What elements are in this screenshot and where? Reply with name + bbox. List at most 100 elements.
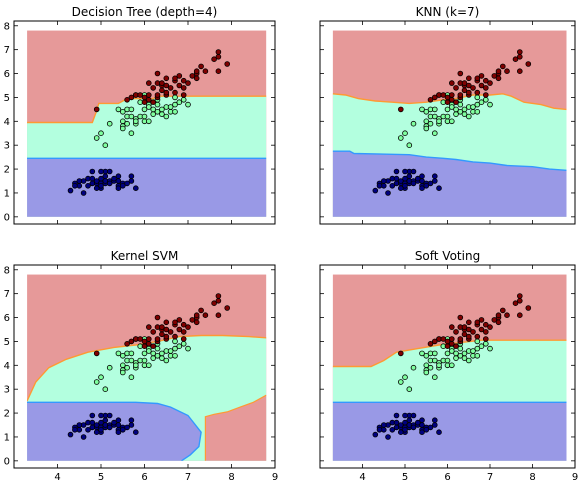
- data-point: [98, 130, 104, 137]
- region-class0: [27, 402, 202, 461]
- data-point: [448, 118, 455, 125]
- data-point: [176, 317, 183, 323]
- data-point: [185, 101, 191, 108]
- data-point: [380, 422, 387, 428]
- data-point: [478, 99, 485, 105]
- boundary-line: [27, 401, 202, 461]
- data-point: [444, 113, 451, 120]
- data-point: [440, 92, 447, 98]
- data-point: [431, 357, 438, 364]
- data-point: [393, 412, 400, 419]
- data-point: [102, 173, 109, 180]
- x-tick-label: 7: [487, 472, 493, 483]
- data-point: [120, 352, 126, 359]
- data-point: [478, 317, 485, 323]
- data-point: [474, 109, 481, 115]
- data-point: [172, 345, 178, 352]
- data-point: [436, 429, 442, 436]
- data-point: [154, 336, 161, 342]
- boundary-line: [27, 334, 267, 402]
- x-tick-label: 9: [272, 472, 278, 483]
- data-point: [172, 89, 178, 96]
- data-point: [474, 352, 481, 359]
- data-point: [372, 431, 379, 438]
- data-point: [419, 106, 425, 113]
- data-points: [372, 49, 532, 196]
- data-point: [410, 180, 417, 187]
- data-point: [478, 326, 485, 333]
- data-point: [482, 92, 489, 98]
- y-tick-label: 1: [4, 188, 10, 199]
- data-point: [448, 348, 455, 354]
- data-point: [115, 106, 122, 113]
- data-point: [154, 314, 161, 321]
- data-point: [397, 106, 404, 113]
- data-point: [120, 426, 126, 433]
- y-tick-label: 3: [4, 385, 10, 396]
- data-point: [120, 369, 126, 376]
- data-point: [115, 173, 122, 180]
- data-point: [98, 419, 104, 426]
- data-point: [393, 168, 400, 175]
- data-point: [215, 53, 222, 60]
- data-point: [150, 85, 157, 91]
- data-point: [419, 350, 425, 357]
- data-point: [402, 374, 408, 381]
- data-point: [402, 426, 408, 433]
- data-point: [141, 113, 148, 120]
- data-point: [202, 312, 209, 319]
- data-point: [525, 61, 532, 67]
- data-point: [102, 417, 109, 424]
- data-point: [172, 333, 178, 340]
- y-tick-label: 2: [4, 409, 10, 420]
- data-point: [448, 92, 455, 98]
- x-tick-label: 9: [572, 472, 578, 483]
- data-point: [448, 324, 455, 330]
- data-point: [141, 94, 148, 101]
- data-point: [419, 422, 425, 428]
- data-point: [76, 178, 83, 184]
- chart-title: Soft Voting: [415, 249, 480, 263]
- data-point: [180, 85, 187, 91]
- data-point: [67, 187, 74, 194]
- y-tick-label: 5: [4, 93, 10, 104]
- data-point: [457, 314, 464, 321]
- data-point: [176, 343, 183, 350]
- data-point: [495, 312, 502, 319]
- data-point: [444, 350, 451, 357]
- data-point: [419, 178, 425, 184]
- data-point: [193, 312, 200, 319]
- data-point: [98, 183, 104, 189]
- data-point: [141, 338, 148, 345]
- data-point: [474, 345, 481, 352]
- data-point: [431, 106, 438, 113]
- data-point: [474, 338, 481, 345]
- data-point: [154, 109, 161, 115]
- data-point: [499, 307, 506, 314]
- data-point: [80, 190, 87, 196]
- data-point: [423, 109, 430, 115]
- data-point: [89, 412, 96, 419]
- data-point: [397, 379, 404, 385]
- data-point: [180, 321, 187, 328]
- data-point: [474, 333, 481, 340]
- data-point: [427, 120, 434, 127]
- y-tick-label: 7: [4, 289, 10, 300]
- data-point: [419, 429, 425, 436]
- data-point: [211, 300, 217, 307]
- data-point: [124, 424, 130, 431]
- data-point: [167, 348, 174, 354]
- data-point: [124, 97, 130, 103]
- data-point: [487, 80, 493, 86]
- data-point: [423, 183, 430, 189]
- data-point: [436, 362, 442, 369]
- data-point: [215, 49, 222, 55]
- data-point: [516, 312, 523, 319]
- data-point: [163, 113, 170, 120]
- x-tick-label: 4: [54, 472, 60, 483]
- data-point: [141, 106, 148, 113]
- data-point: [163, 357, 170, 364]
- data-point: [402, 412, 408, 419]
- data-point: [423, 426, 430, 433]
- subplot-3: 4 5 6 7 8 9 0 1 2 3 4 5 6 7 8 Kernel SVM: [4, 249, 279, 483]
